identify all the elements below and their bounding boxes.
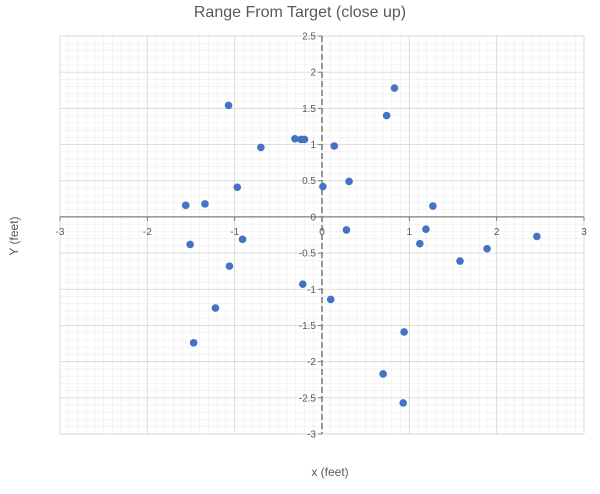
data-point [233,183,242,192]
data-point [345,177,353,186]
data-point [399,399,408,407]
data-point [379,370,387,378]
data-point [211,304,220,312]
data-point [298,280,307,289]
y-tick-label: 2 [310,68,316,79]
data-points [181,84,541,407]
y-tick-label: -3 [307,430,316,441]
data-point [224,101,233,110]
x-tick-label: -1 [230,227,239,238]
data-point [342,226,351,234]
data-point [390,84,399,92]
y-tick-label: 0 [310,212,316,223]
x-tick-label: 0 [319,227,325,238]
data-point [319,182,327,191]
y-tick-label: 2.5 [302,32,316,43]
data-point [382,111,391,120]
data-point [225,262,234,270]
y-tick-label: 1 [310,140,316,151]
data-point [400,328,408,336]
y-tick-label: -2 [307,357,316,368]
y-tick-label: 0.5 [302,176,316,187]
axes [59,35,585,435]
y-tick-label: -1 [307,285,316,296]
x-tick-label: 2 [494,227,500,238]
data-point [291,134,299,143]
data-point [181,201,190,210]
x-tick-label: -3 [56,227,65,238]
tick-labels: -3 -2 -1 0 1 2 32.521.510.50-0.5-1-1.5-2-2.5-3 [56,32,588,441]
x-tick-label: -2 [143,227,152,238]
y-tick-label: -0.5 [299,249,317,260]
y-tick-label: -2.5 [299,393,317,404]
data-point [533,232,541,241]
x-axis-title: x (feet) [311,465,349,479]
data-point [186,240,194,249]
data-point [422,225,430,234]
data-point [429,202,437,210]
data-point [416,239,424,248]
data-point [238,235,247,244]
data-point [300,135,309,144]
x-tick-label: 1 [407,227,413,238]
data-point [201,200,209,208]
data-point [189,339,198,347]
y-tick-label: 1.5 [302,104,316,115]
chart-title: Range From Target (close up) [193,4,407,21]
y-tick-label: -1.5 [299,321,317,332]
data-point [456,257,464,265]
data-point [257,143,265,152]
x-tick-label: 3 [581,227,587,238]
data-point [330,142,339,150]
data-point [483,244,491,253]
data-point [326,295,335,304]
y-axis-title: Y (feet) [7,216,21,256]
